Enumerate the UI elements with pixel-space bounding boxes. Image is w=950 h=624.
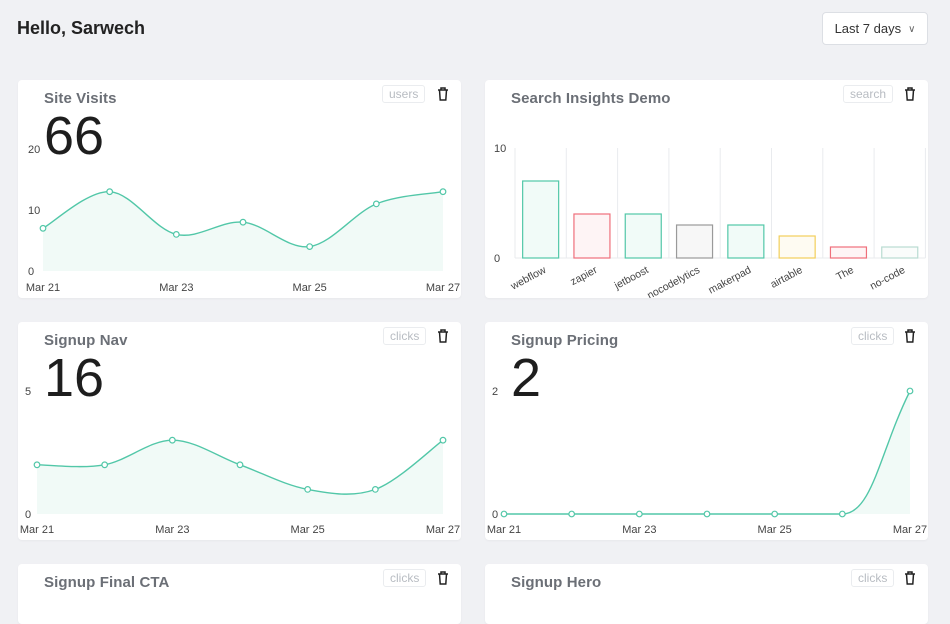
trash-icon[interactable] bbox=[903, 570, 917, 586]
card-title: Signup Pricing bbox=[511, 332, 619, 349]
data-point bbox=[703, 510, 711, 518]
signup-nav-chart: 0 5 Mar 21 Mar 23 Mar 25 Mar 27 bbox=[20, 386, 460, 536]
x-tick-label: webflow bbox=[508, 264, 548, 293]
y-tick-label: 10 bbox=[494, 143, 506, 155]
card-title: Site Visits bbox=[44, 90, 117, 107]
data-point bbox=[500, 510, 508, 518]
data-point bbox=[838, 510, 846, 518]
data-point bbox=[106, 188, 114, 196]
date-range-select[interactable]: Last 7 days ∨ bbox=[822, 12, 928, 45]
trash-icon[interactable] bbox=[903, 328, 917, 344]
metric-tag: clicks bbox=[851, 327, 895, 345]
data-point bbox=[439, 188, 447, 196]
x-tick-label: Mar 21 bbox=[487, 524, 521, 536]
chevron-down-icon: ∨ bbox=[908, 24, 916, 35]
data-point bbox=[906, 387, 914, 395]
card-title: Search Insights Demo bbox=[511, 90, 671, 107]
metric-total: 16 bbox=[44, 348, 105, 408]
site-visits-card: Site Visits users 66 0 10 20 Mar 21 Mar 23 Ma… bbox=[18, 80, 461, 298]
y-tick-label: 0 bbox=[28, 266, 34, 278]
x-tick-label: airtable bbox=[769, 264, 805, 291]
data-point bbox=[168, 436, 176, 444]
x-tick-label: Mar 23 bbox=[159, 282, 193, 294]
series-line bbox=[504, 390, 911, 515]
data-point bbox=[771, 510, 779, 518]
x-tick-label: Mar 21 bbox=[26, 282, 60, 294]
metric-tag: clicks bbox=[851, 569, 895, 587]
signup-nav-card: Signup Nav clicks 16 0 5 Mar 21 Mar 23 Mar 2… bbox=[18, 322, 461, 540]
trash-icon[interactable] bbox=[436, 570, 450, 586]
bar bbox=[881, 246, 919, 259]
x-tick-label: makerpad bbox=[706, 264, 753, 297]
signup-hero-card: Signup Hero clicks bbox=[485, 564, 928, 624]
search-insights-card: Search Insights Demo search 0 10 webflow za… bbox=[485, 80, 928, 298]
trash-icon[interactable] bbox=[903, 86, 917, 102]
x-tick-label: Mar 23 bbox=[155, 524, 189, 536]
data-point bbox=[306, 243, 314, 251]
metric-total: 2 bbox=[511, 348, 542, 408]
y-tick-label: 10 bbox=[28, 205, 40, 217]
metric-total: 66 bbox=[44, 106, 105, 166]
data-point bbox=[439, 436, 447, 444]
card-title: Signup Final CTA bbox=[44, 574, 170, 591]
x-tick-label: Mar 27 bbox=[426, 524, 460, 536]
site-visits-chart: 0 10 20 Mar 21 Mar 23 Mar 25 Mar 27 bbox=[26, 144, 460, 294]
x-tick-label: Mar 25 bbox=[291, 524, 325, 536]
signup-pricing-chart: 0 2 Mar 21 Mar 23 Mar 25 Mar 27 bbox=[487, 386, 927, 536]
x-tick-label: Mar 27 bbox=[426, 282, 460, 294]
y-tick-label: 0 bbox=[492, 509, 498, 521]
bar bbox=[675, 224, 714, 259]
data-point bbox=[239, 218, 247, 226]
signup-final-cta-card: Signup Final CTA clicks bbox=[18, 564, 461, 624]
y-tick-label: 2 bbox=[492, 386, 498, 398]
y-tick-label: 0 bbox=[25, 509, 31, 521]
area-fill bbox=[504, 391, 910, 514]
bar bbox=[829, 246, 868, 259]
area-fill bbox=[37, 440, 443, 514]
y-tick-label: 0 bbox=[494, 253, 500, 265]
card-title: Signup Hero bbox=[511, 574, 602, 591]
bar bbox=[522, 180, 560, 259]
data-point bbox=[172, 230, 180, 238]
x-tick-label: Mar 25 bbox=[293, 282, 327, 294]
metric-tag: clicks bbox=[383, 569, 427, 587]
data-point bbox=[236, 461, 244, 469]
x-tick-label: jetboost bbox=[612, 264, 651, 292]
x-tick-label: The bbox=[834, 264, 856, 283]
bar bbox=[624, 213, 662, 259]
area-fill bbox=[43, 191, 443, 271]
data-point bbox=[568, 510, 576, 518]
y-tick-label: 20 bbox=[28, 144, 40, 156]
x-tick-label: Mar 21 bbox=[20, 524, 54, 536]
bar bbox=[573, 213, 611, 259]
trash-icon[interactable] bbox=[436, 86, 450, 102]
data-point bbox=[371, 485, 379, 493]
data-point bbox=[39, 224, 47, 232]
metric-tag: clicks bbox=[383, 327, 427, 345]
x-tick-label: Mar 23 bbox=[622, 524, 656, 536]
data-point bbox=[372, 200, 380, 208]
data-point bbox=[304, 485, 312, 493]
data-point bbox=[635, 510, 643, 518]
y-tick-label: 5 bbox=[25, 386, 31, 398]
data-point bbox=[101, 461, 109, 469]
metric-tag: users bbox=[382, 85, 426, 103]
bar bbox=[727, 224, 765, 259]
x-tick-label: no-code bbox=[868, 264, 907, 292]
card-title: Signup Nav bbox=[44, 332, 128, 349]
x-tick-label: nocodelytics bbox=[645, 264, 702, 298]
x-tick-label: Mar 25 bbox=[758, 524, 792, 536]
signup-pricing-card: Signup Pricing clicks 2 0 2 Mar 21 Mar 23 Ma… bbox=[485, 322, 928, 540]
metric-tag: search bbox=[843, 85, 894, 103]
date-range-label: Last 7 days bbox=[834, 21, 902, 36]
trash-icon[interactable] bbox=[436, 328, 450, 344]
x-tick-label: zapier bbox=[568, 264, 599, 288]
bar bbox=[778, 235, 816, 259]
x-tick-label: Mar 27 bbox=[893, 524, 927, 536]
greeting-title: Hello, Sarwech bbox=[17, 18, 146, 38]
data-point bbox=[33, 461, 41, 469]
